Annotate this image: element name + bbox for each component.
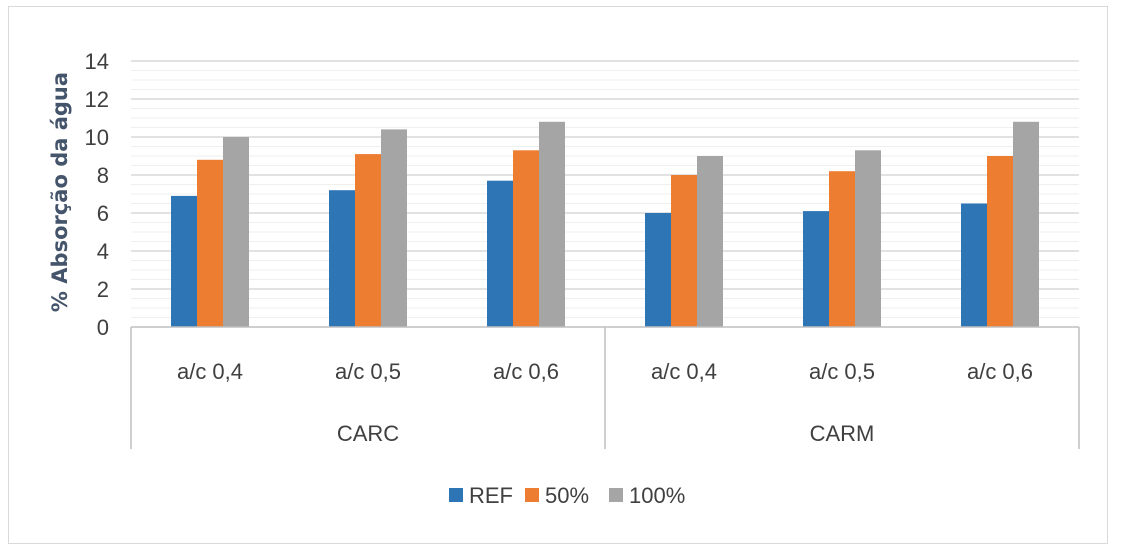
y-tick-label: 6: [97, 201, 109, 226]
legend-label: 100%: [629, 483, 685, 508]
bar-50pct: [513, 150, 539, 327]
x-group-label: CARC: [337, 421, 399, 446]
bar-100pct: [1013, 121, 1039, 327]
bar-50pct: [829, 171, 855, 327]
chart-frame: 0 2 4 6 8 10 12 14 a/c 0,4 a/c 0,5 a/c 0,6 a/c 0,4…: [8, 6, 1108, 544]
y-tick-label: 8: [97, 163, 109, 188]
legend-label: 50%: [545, 483, 589, 508]
bar-50pct: [987, 156, 1013, 327]
legend-swatch: [449, 488, 463, 502]
bar-100pct: [697, 156, 723, 327]
y-tick-label: 4: [97, 239, 109, 264]
x-category-label: a/c 0,5: [335, 359, 401, 384]
bar-ref: [329, 190, 355, 327]
bar-50pct: [355, 154, 381, 327]
legend-swatch: [609, 488, 623, 502]
bar-100pct: [381, 129, 407, 327]
x-category-label: a/c 0,4: [651, 359, 717, 384]
y-tick-label: 12: [85, 87, 109, 112]
bar-50pct: [197, 159, 223, 327]
bars: [171, 121, 1039, 327]
x-category-label: a/c 0,5: [809, 359, 875, 384]
x-category-label: a/c 0,6: [493, 359, 559, 384]
axes: [130, 326, 1080, 449]
x-category-label: a/c 0,6: [967, 359, 1033, 384]
bar-ref: [171, 195, 197, 327]
bar-100pct: [223, 137, 249, 327]
bar-100pct: [539, 121, 565, 327]
y-tick-label: 10: [85, 125, 109, 150]
y-tick-label: 14: [85, 49, 109, 74]
legend-swatch: [525, 488, 539, 502]
bar-ref: [645, 213, 671, 327]
y-tick-label: 0: [97, 315, 109, 340]
legend-label: REF: [469, 483, 513, 508]
bar-ref: [803, 211, 829, 327]
bar-50pct: [671, 175, 697, 327]
y-tick-labels: 0 2 4 6 8 10 12 14: [85, 49, 109, 340]
y-axis-label: % Absorção da água: [48, 72, 72, 312]
bar-100pct: [855, 150, 881, 327]
x-category-labels: a/c 0,4 a/c 0,5 a/c 0,6 a/c 0,4 a/c 0,5 a/c 0…: [177, 359, 1033, 446]
bar-ref: [487, 180, 513, 327]
bar-ref: [961, 203, 987, 327]
x-category-label: a/c 0,4: [177, 359, 243, 384]
legend: REF 50% 100%: [449, 483, 685, 508]
x-group-label: CARM: [810, 421, 875, 446]
gridlines: [131, 60, 1079, 318]
y-tick-label: 2: [97, 277, 109, 302]
